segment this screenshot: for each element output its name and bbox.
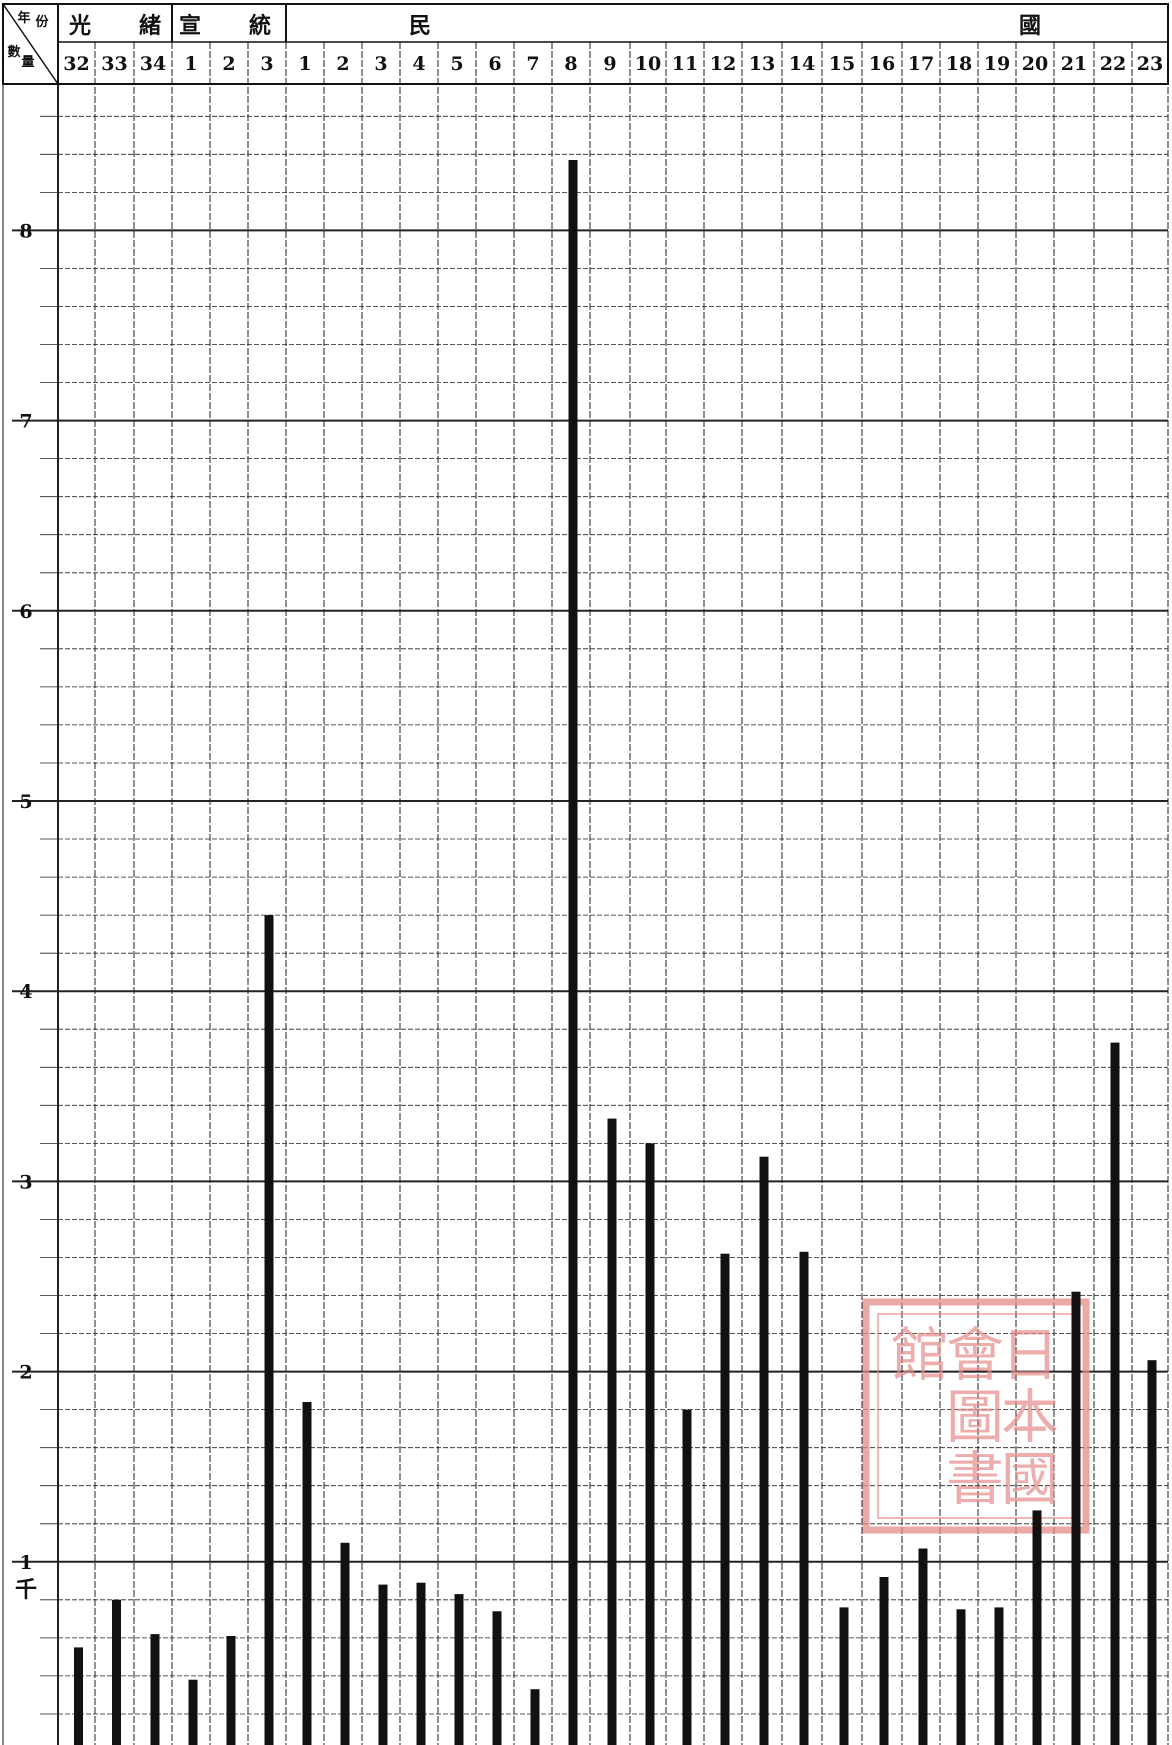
x-tick-label: 12 xyxy=(710,53,736,75)
x-tick-label: 20 xyxy=(1022,53,1048,75)
y-tick-label: 7 xyxy=(19,411,32,433)
x-tick-label: 18 xyxy=(946,53,972,75)
x-tick-label: 11 xyxy=(672,53,698,75)
x-tick-label: 4 xyxy=(412,53,425,75)
bar xyxy=(1032,1510,1042,1745)
x-tick-label: 22 xyxy=(1100,53,1126,75)
y-unit-label: 千 xyxy=(15,1577,37,1603)
x-tick-label: 13 xyxy=(749,53,775,75)
bar xyxy=(340,1542,350,1745)
y-tick-label: 4 xyxy=(19,981,32,1003)
y-tick-label: 2 xyxy=(19,1362,32,1384)
bar xyxy=(956,1609,966,1745)
x-tick-label: 15 xyxy=(829,53,855,75)
x-tick-label: 33 xyxy=(101,53,127,75)
bar xyxy=(454,1594,464,1745)
corner-label-quantity: 數 xyxy=(7,44,20,60)
y-tick-label: 8 xyxy=(19,220,32,242)
bar xyxy=(607,1118,617,1745)
y-tick-label: 3 xyxy=(19,1171,32,1193)
x-tick-label: 19 xyxy=(984,53,1010,75)
x-tick-label: 1 xyxy=(184,53,197,75)
bar xyxy=(879,1577,889,1745)
x-tick-label: 23 xyxy=(1137,53,1163,75)
y-tick-label: 5 xyxy=(19,791,32,813)
bar xyxy=(799,1251,809,1745)
seal-glyph: 國 xyxy=(1001,1445,1059,1513)
bar xyxy=(416,1582,426,1745)
bar xyxy=(839,1607,849,1745)
corner-label-quantity: 量 xyxy=(21,55,34,70)
x-tick-label: 8 xyxy=(564,53,577,75)
bar xyxy=(918,1548,928,1745)
bar xyxy=(302,1402,312,1745)
bar xyxy=(1110,1042,1120,1745)
bar xyxy=(720,1253,730,1745)
x-tick-label: 5 xyxy=(450,53,463,75)
bar xyxy=(264,915,274,1745)
x-tick-label: 2 xyxy=(336,53,349,75)
era-label: 緒 xyxy=(139,13,161,39)
y-tick-label: 1 xyxy=(19,1552,32,1574)
bar xyxy=(568,160,578,1745)
x-tick-label: 16 xyxy=(869,53,895,75)
seal-glyph: 書 xyxy=(946,1445,1004,1513)
seal-glyph: 館 xyxy=(891,1321,949,1389)
corner-label-year: 份 xyxy=(35,14,49,30)
bar xyxy=(188,1679,198,1745)
bar xyxy=(682,1409,692,1745)
bar xyxy=(759,1156,769,1745)
x-tick-label: 3 xyxy=(260,53,273,75)
bar xyxy=(112,1599,121,1745)
era-label: 光 xyxy=(68,13,91,39)
bar xyxy=(150,1634,160,1745)
bar xyxy=(645,1143,655,1745)
bars xyxy=(74,160,1157,1745)
bar xyxy=(226,1636,236,1745)
era-label: 民 xyxy=(409,13,431,39)
x-tick-label: 6 xyxy=(488,53,501,75)
seal-glyph: 會 xyxy=(946,1321,1004,1389)
y-tick-label: 6 xyxy=(19,601,32,623)
x-tick-label: 9 xyxy=(603,53,616,75)
bar xyxy=(1147,1360,1157,1745)
x-tick-label: 21 xyxy=(1061,53,1087,75)
x-tick-label: 3 xyxy=(374,53,387,75)
x-tick-label: 34 xyxy=(140,53,166,75)
era-label: 宣 xyxy=(179,13,201,39)
x-tick-label: 17 xyxy=(908,53,934,75)
bar xyxy=(1071,1291,1081,1745)
bar xyxy=(74,1647,83,1745)
seal-glyph: 本 xyxy=(1001,1383,1059,1451)
x-tick-label: 14 xyxy=(789,53,815,75)
x-tick-label: 2 xyxy=(222,53,235,75)
era-label: 國 xyxy=(1019,13,1041,39)
seal-border xyxy=(862,1298,1090,1534)
bar xyxy=(492,1611,502,1745)
header: 光緒宣統民國年 份數量 32 33 34 1 2 3 1 2 3 4 5 6 7 8 9 10 11 12 13 14 15… xyxy=(7,10,1163,75)
x-tick-label: 1 xyxy=(298,53,311,75)
seal-glyph: 圖 xyxy=(946,1383,1004,1451)
era-label: 統 xyxy=(249,13,271,39)
x-tick-label: 10 xyxy=(635,53,661,75)
corner-diagonal xyxy=(2,3,59,85)
bar xyxy=(994,1607,1004,1745)
bar xyxy=(378,1584,388,1745)
bar xyxy=(530,1689,540,1745)
corner-label-year: 年 xyxy=(17,10,30,26)
y-axis: 1 2 3 4 5 6 7 8 千 xyxy=(15,220,37,1602)
x-tick-label: 32 xyxy=(63,53,89,75)
x-tick-label: 7 xyxy=(526,53,539,75)
seal-glyph: 日 xyxy=(1001,1321,1059,1389)
